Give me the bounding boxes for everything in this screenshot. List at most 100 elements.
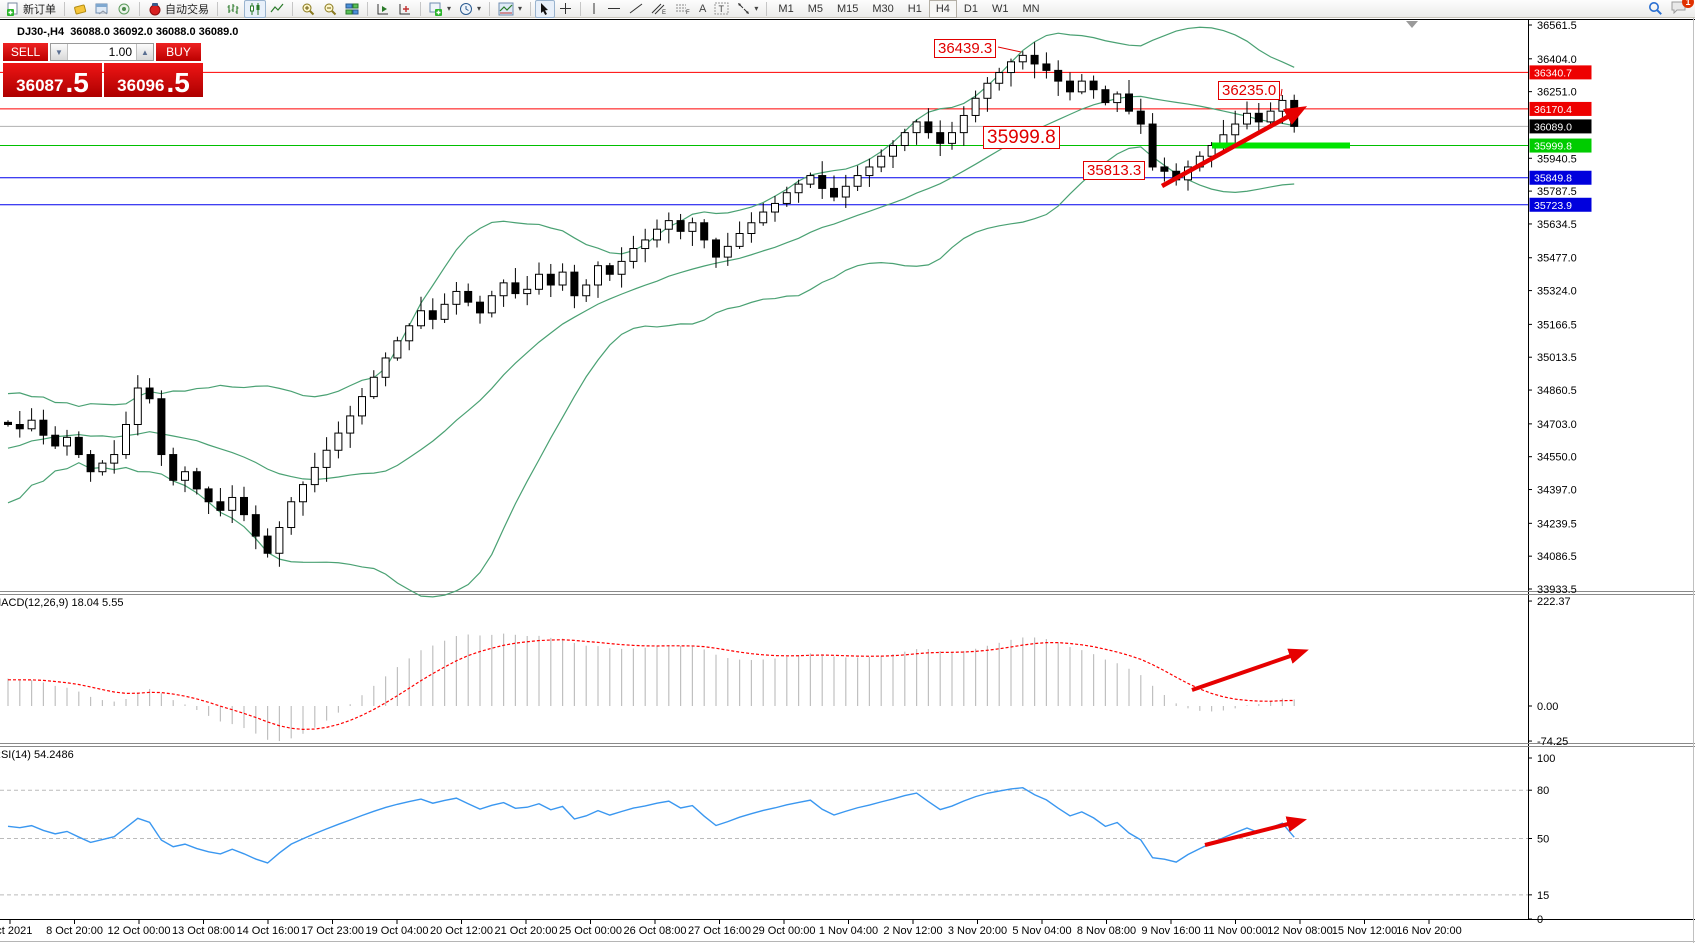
label-tool[interactable]: T (710, 0, 733, 18)
timeframe-M15[interactable]: M15 (836, 2, 859, 15)
horizontal-line-tool[interactable] (603, 0, 625, 18)
volume-input[interactable]: 1.00 (108, 45, 132, 59)
arrows-tool[interactable]: ▾ (733, 0, 762, 18)
price-annotation[interactable]: 35999.8 (983, 126, 1060, 149)
fibonacci-tool[interactable]: F (671, 0, 695, 18)
vertical-line-icon (593, 3, 595, 14)
vertical-line-tool[interactable] (585, 0, 603, 18)
tile-windows-button[interactable] (341, 0, 363, 18)
price-annotation[interactable]: 36439.3 (934, 39, 997, 58)
rsi-tick-label: 15 (1537, 890, 1549, 902)
timeframe-M30[interactable]: M30 (872, 2, 894, 15)
macd-tick-label: 222.37 (1537, 596, 1571, 608)
date-tick-label: 9 Nov 16:00 (1141, 925, 1201, 937)
price-tick-label: 36251.0 (1537, 87, 1577, 99)
add-indicator-icon (429, 2, 442, 16)
toolbar-separator (489, 1, 491, 16)
template-button[interactable]: ▾ (494, 0, 526, 18)
timeframe-W1[interactable]: W1 (991, 2, 1009, 15)
sound-button[interactable] (113, 0, 135, 18)
macd-trend-arrow[interactable] (1191, 648, 1309, 692)
profile-icon (74, 4, 87, 14)
zoom-in-icon (302, 3, 315, 15)
window-right-edge (1693, 0, 1694, 943)
date-tick-label: 13 Oct 08:00 (172, 925, 235, 937)
rsi-tick-label: 0 (1537, 914, 1543, 926)
candlestick-series (4, 42, 1299, 567)
date-tick-label: Oct 2021 (0, 925, 33, 937)
chart-profile-button[interactable] (69, 0, 91, 18)
date-tick-label: 19 Oct 04:00 (365, 925, 429, 937)
date-tick-label: 11 Nov 00:00 (1203, 925, 1268, 937)
autotrade-button[interactable]: 自动交易 (144, 0, 213, 18)
chart-shift-marker[interactable] (1406, 21, 1418, 28)
timeframe-MN[interactable]: MN (1022, 2, 1040, 15)
price-annotation[interactable]: 36235.0 (1218, 81, 1281, 100)
timeframe-H4[interactable]: H4 (928, 0, 957, 18)
buy-price-main: 36096 (117, 76, 165, 95)
price-level-badge-label: 35723.9 (1534, 200, 1572, 212)
line-chart-icon (270, 3, 284, 12)
timeframe-M1[interactable]: M1 (778, 2, 794, 15)
rsi-trend-arrow[interactable] (1204, 816, 1307, 847)
timeframe-H1[interactable]: H1 (907, 2, 922, 15)
volume-increase-button[interactable]: ▲ (136, 44, 153, 60)
bar-chart-button[interactable] (222, 0, 244, 18)
trendline-tool[interactable] (625, 0, 647, 18)
zoom-in-button[interactable] (297, 0, 319, 18)
buy-price-box[interactable]: 36096 .5 (104, 63, 203, 97)
step-end-button[interactable] (394, 0, 416, 18)
channel-tool[interactable]: E (647, 0, 671, 18)
date-tick-label: 16 Nov 20:00 (1396, 925, 1462, 937)
price-annotation[interactable]: 35813.3 (1083, 161, 1146, 180)
dropdown-caret: ▾ (447, 4, 452, 13)
buy-button[interactable]: BUY (156, 43, 201, 61)
toolbar-separator (64, 1, 65, 16)
template-icon (498, 2, 514, 15)
trendline-icon (629, 3, 643, 14)
cursor-tool-button[interactable] (535, 0, 556, 18)
sell-price-main: 36087 (16, 76, 64, 95)
clock-icon (460, 2, 473, 15)
sell-price-box[interactable]: 36087 .5 (3, 63, 102, 97)
price-level-badge-label: 35849.8 (1534, 173, 1572, 185)
bollinger-middle-band (7, 95, 1295, 481)
search-icon[interactable] (1648, 1, 1663, 16)
period-clock-button[interactable]: ▾ (455, 0, 485, 18)
step-forward-button[interactable] (372, 0, 394, 18)
crosshair-tool-button[interactable] (555, 0, 576, 18)
svg-text:E: E (662, 10, 666, 15)
dropdown-caret: ▾ (477, 4, 482, 13)
date-tick-label: 2 Nov 12:00 (883, 925, 943, 937)
zoom-out-button[interactable] (319, 0, 341, 18)
notifications-button[interactable]: 1 (1671, 0, 1694, 17)
price-level-badge (1529, 170, 1592, 185)
price-tick-label: 36404.0 (1537, 54, 1577, 66)
date-tick-label: 14 Oct 16:00 (236, 925, 300, 937)
price-tick-label: 36561.5 (1537, 20, 1577, 32)
macd-signal-line (7, 639, 1295, 730)
price-tick-label: 34086.5 (1537, 551, 1577, 563)
price-tick-label: 35634.5 (1537, 219, 1577, 231)
line-chart-button[interactable] (266, 0, 288, 18)
step-end-icon (399, 3, 410, 14)
trend-arrow[interactable] (1160, 106, 1308, 188)
add-indicator-button[interactable]: ▾ (425, 0, 455, 18)
volume-decrease-button[interactable]: ▼ (51, 44, 68, 60)
text-tool[interactable]: A (695, 0, 710, 18)
macd-label: MACD(12,26,9) 18.04 5.55 (0, 597, 124, 609)
rsi-tick-label: 100 (1537, 753, 1555, 765)
sell-button[interactable]: SELL (3, 43, 48, 61)
main-toolbar: 新订单 自动交易 (0, 0, 1695, 18)
timeframe-M5[interactable]: M5 (807, 2, 823, 15)
price-level-badge (1529, 101, 1592, 116)
new-order-button[interactable]: 新订单 (2, 0, 60, 18)
bollinger-upper-band (7, 26, 1295, 408)
timeframe-D1[interactable]: D1 (963, 2, 978, 15)
candlestick-chart-button[interactable] (244, 0, 266, 18)
annotation-tail (997, 46, 1022, 53)
market-watch-button[interactable] (91, 0, 113, 18)
arrows-icon (738, 3, 750, 14)
crosshair-icon (560, 3, 572, 14)
